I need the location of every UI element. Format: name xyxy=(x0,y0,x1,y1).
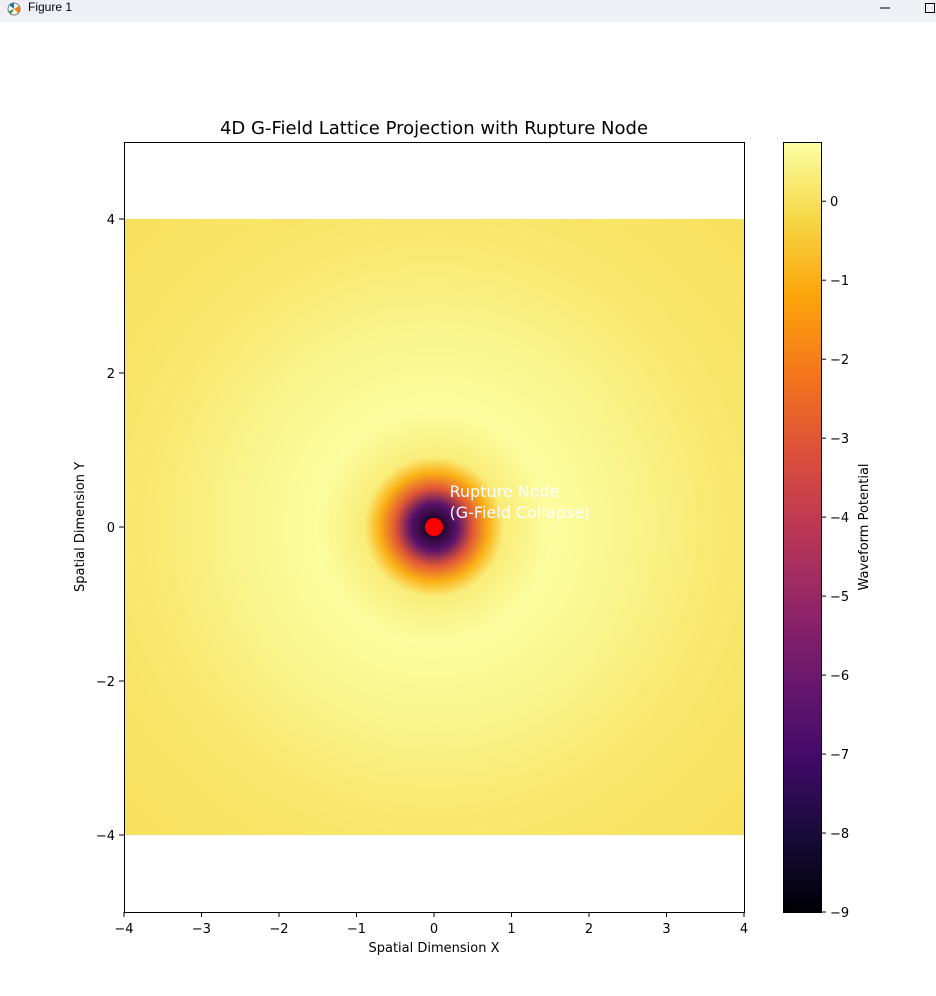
rupture-node-label: Rupture Node xyxy=(450,482,560,501)
x-tick-label: −1 xyxy=(347,922,366,937)
y-axis-label: Spatial Dimension Y xyxy=(73,462,88,592)
x-tick-label: 3 xyxy=(662,922,670,937)
colorbar-tick-label: −8 xyxy=(830,827,849,842)
x-axis-ticks: −4 −3 −2 −1 0 1 2 3 4 xyxy=(114,912,748,937)
colorbar-frame xyxy=(783,142,822,913)
x-axis-label: Spatial Dimension X xyxy=(368,941,499,956)
x-tick-label: 1 xyxy=(507,922,515,937)
minimize-icon xyxy=(880,7,890,9)
colorbar-tick-label: 0 xyxy=(830,195,838,210)
colorbar xyxy=(783,142,821,912)
y-tick-label: −2 xyxy=(96,675,115,690)
y-tick-label: −4 xyxy=(96,829,115,844)
matplotlib-figure-icon xyxy=(6,1,24,19)
colorbar-tick-label: −2 xyxy=(830,353,849,368)
colorbar-tick-label: −1 xyxy=(830,274,849,289)
colorbar-tick-label: −7 xyxy=(830,748,849,763)
colorbar-tick-label: −3 xyxy=(830,432,849,447)
x-tick-label: 0 xyxy=(430,922,438,937)
x-tick-label: −3 xyxy=(192,922,211,937)
maximize-icon xyxy=(925,3,935,13)
x-tick-label: 4 xyxy=(740,922,748,937)
rupture-node-marker xyxy=(425,518,443,536)
colorbar-label: Waveform Potential xyxy=(857,463,872,590)
x-tick-label: 2 xyxy=(585,922,593,937)
window-title: Figure 1 xyxy=(28,0,73,14)
colorbar-tick-label: −9 xyxy=(830,906,849,921)
y-axis-ticks: −4 −2 0 2 4 xyxy=(96,213,124,844)
x-tick-label: −2 xyxy=(269,922,288,937)
y-tick-label: 0 xyxy=(107,521,115,536)
maximize-button[interactable] xyxy=(916,0,936,14)
colorbar-tick-label: −6 xyxy=(830,669,849,684)
window-titlebar: Figure 1 xyxy=(0,0,936,22)
rupture-node-sublabel: (G-Field Collapse) xyxy=(450,503,591,522)
y-tick-label: 4 xyxy=(107,213,115,228)
x-tick-label: −4 xyxy=(114,922,133,937)
colorbar-ticks: 0 −1 −2 −3 −4 −5 −6 −7 −8 −9 xyxy=(821,195,849,921)
chart-title: 4D G-Field Lattice Projection with Ruptu… xyxy=(220,118,648,139)
colorbar-tick-label: −4 xyxy=(830,511,849,526)
minimize-button[interactable] xyxy=(874,0,896,14)
y-tick-label: 2 xyxy=(107,367,115,382)
colorbar-tick-label: −5 xyxy=(830,590,849,605)
